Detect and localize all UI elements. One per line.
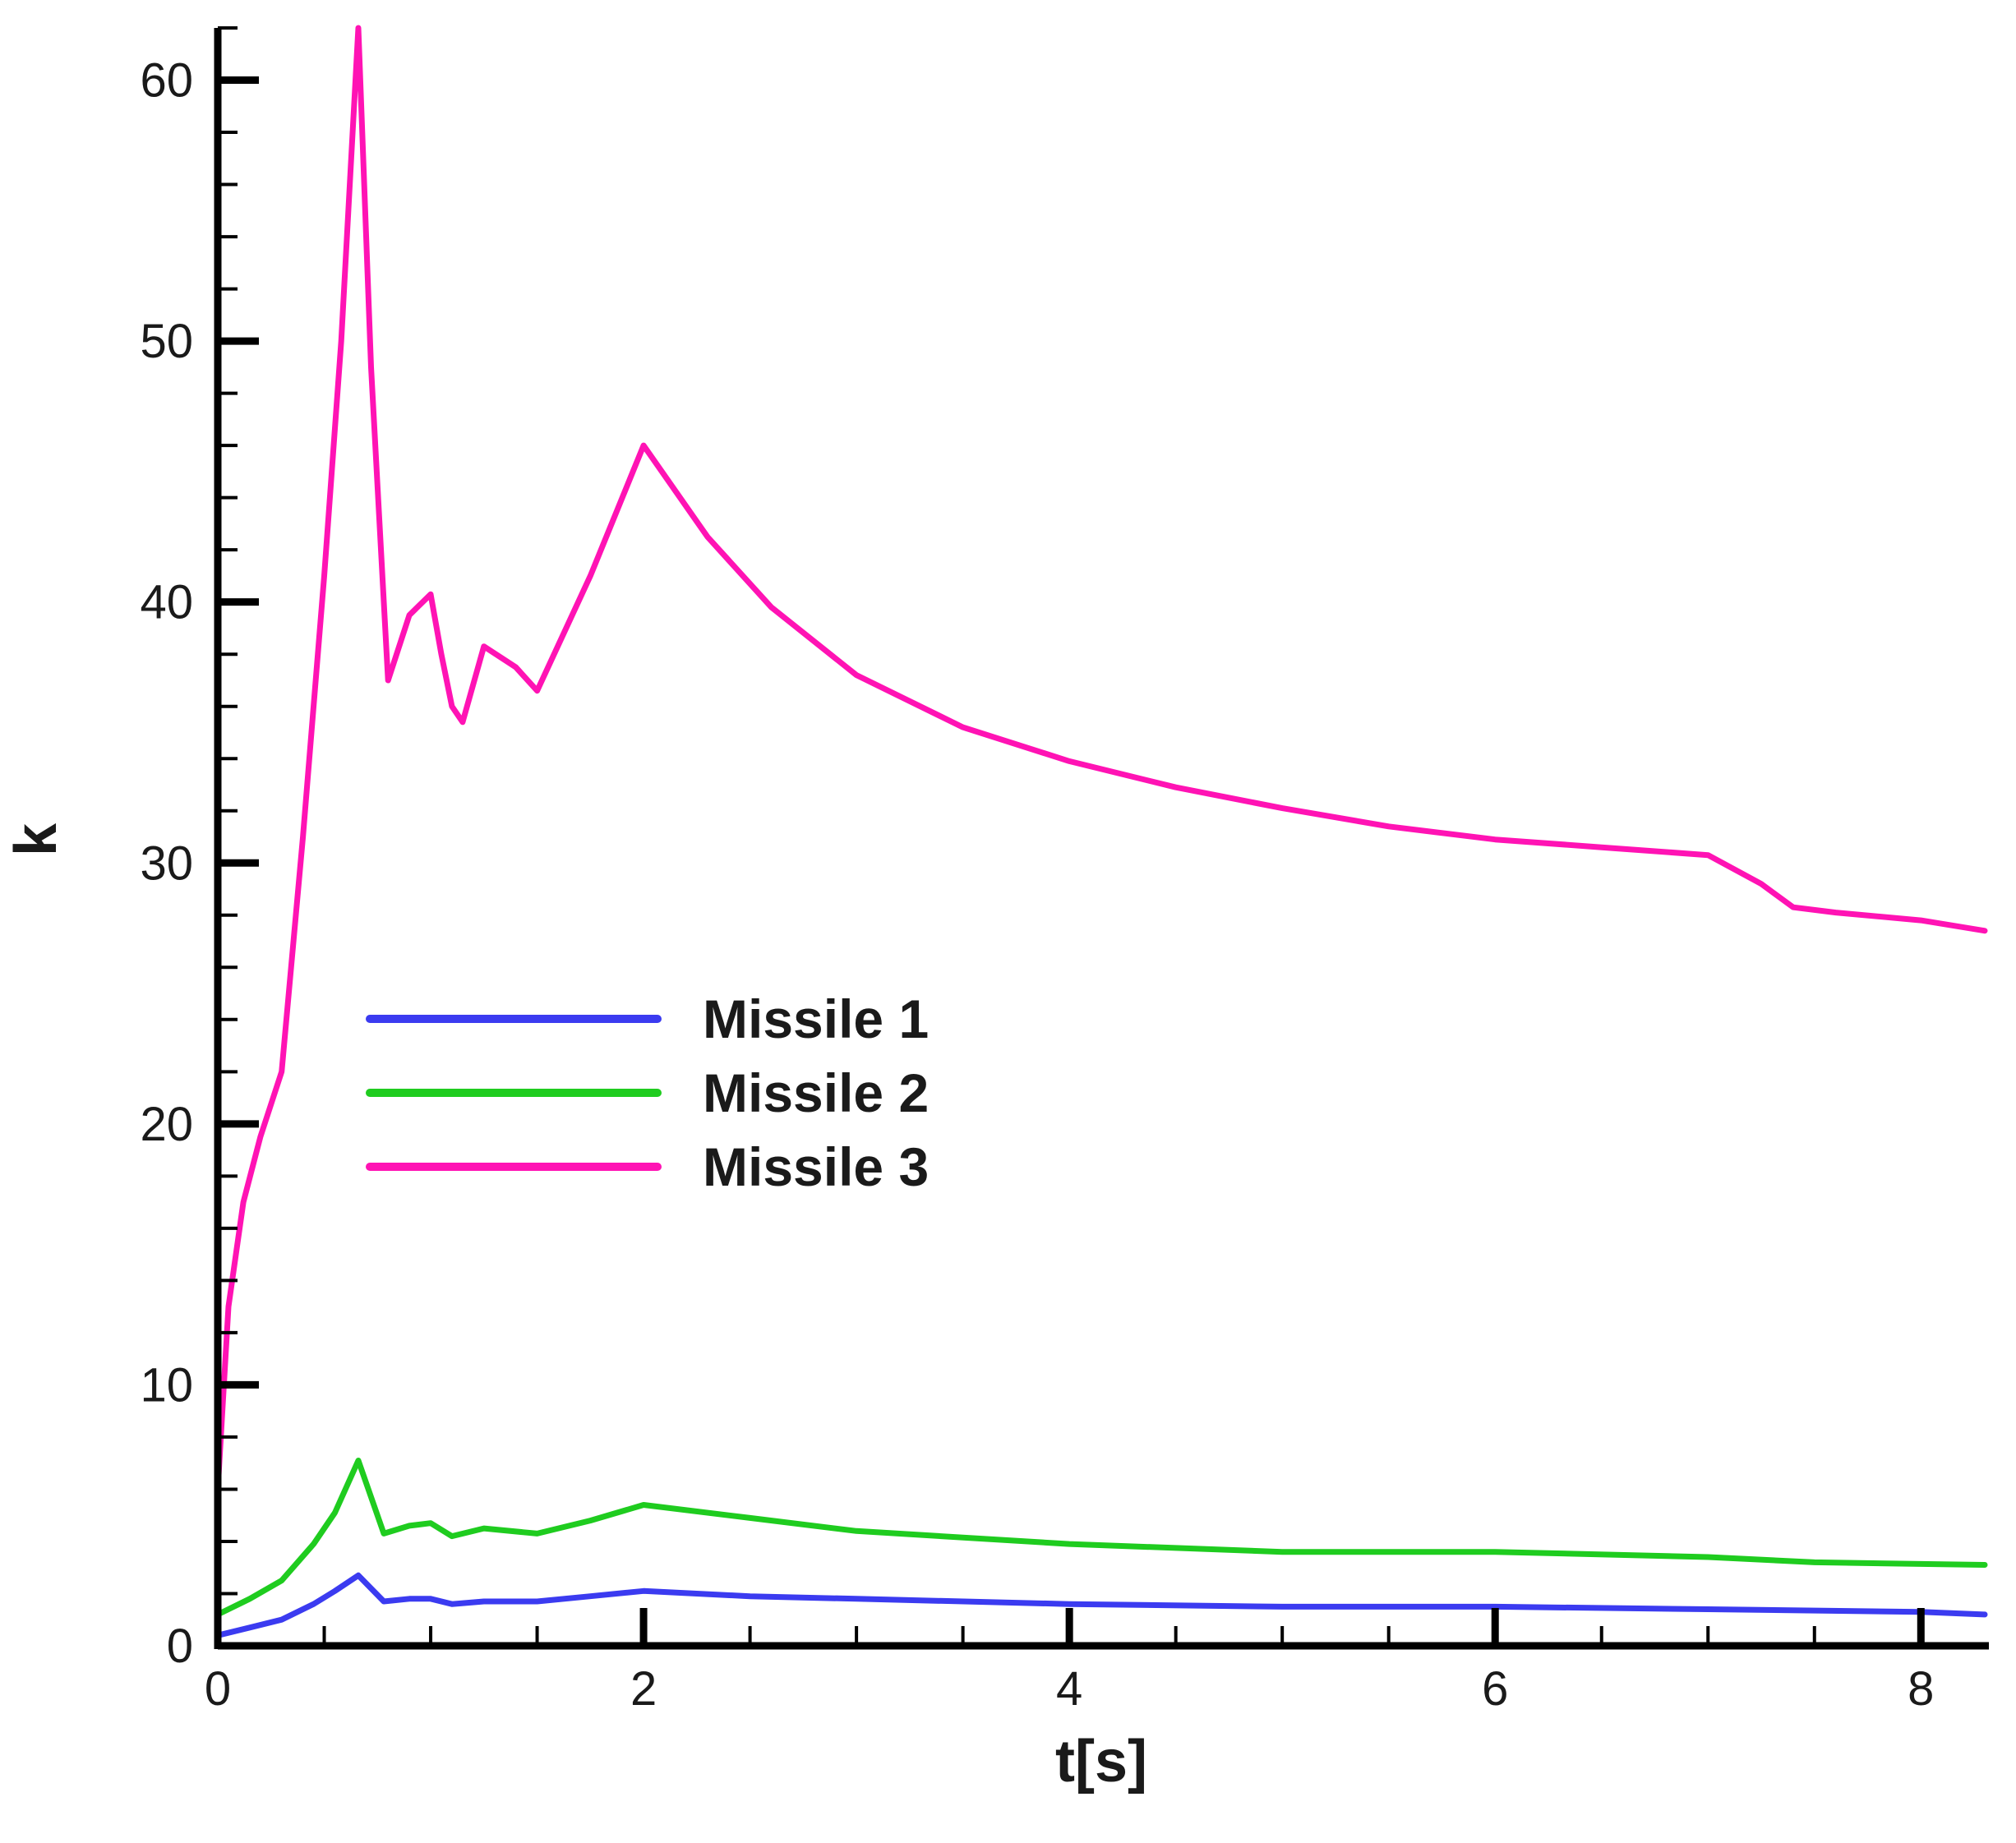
x-axis-title: t[s]	[1055, 1729, 1147, 1795]
y-tick-label: 10	[140, 1358, 193, 1412]
y-axis-title: k	[3, 822, 69, 856]
x-tick-label: 2	[630, 1662, 657, 1716]
series-line-3	[215, 25, 1988, 1492]
x-tick-label: 8	[1908, 1662, 1934, 1716]
y-tick-label: 50	[140, 315, 193, 368]
y-tick-label: 30	[140, 836, 193, 890]
legend-label-2: Missile 2	[703, 1062, 929, 1123]
legend-label-3: Missile 3	[703, 1136, 929, 1197]
x-tick-label: 4	[1056, 1662, 1082, 1716]
axes-layer	[214, 28, 1989, 1650]
x-tick-label: 0	[205, 1662, 231, 1716]
y-tick-label: 60	[140, 54, 193, 108]
series-line-1	[215, 1572, 1988, 1638]
y-tick-label: 20	[140, 1098, 193, 1151]
legend-label-1: Missile 1	[703, 988, 929, 1049]
x-tick-label: 6	[1482, 1662, 1508, 1716]
y-tick-label: 0	[167, 1620, 193, 1673]
series-layer	[215, 25, 1988, 1638]
y-tick-label: 40	[140, 576, 193, 629]
ticks-layer: 0 2 4 6 8 0 10 20 30 40 50 60	[140, 26, 1934, 1716]
legend: Missile 1 Missile 2 Missile 3	[366, 988, 929, 1197]
series-line-2	[215, 1458, 1988, 1618]
